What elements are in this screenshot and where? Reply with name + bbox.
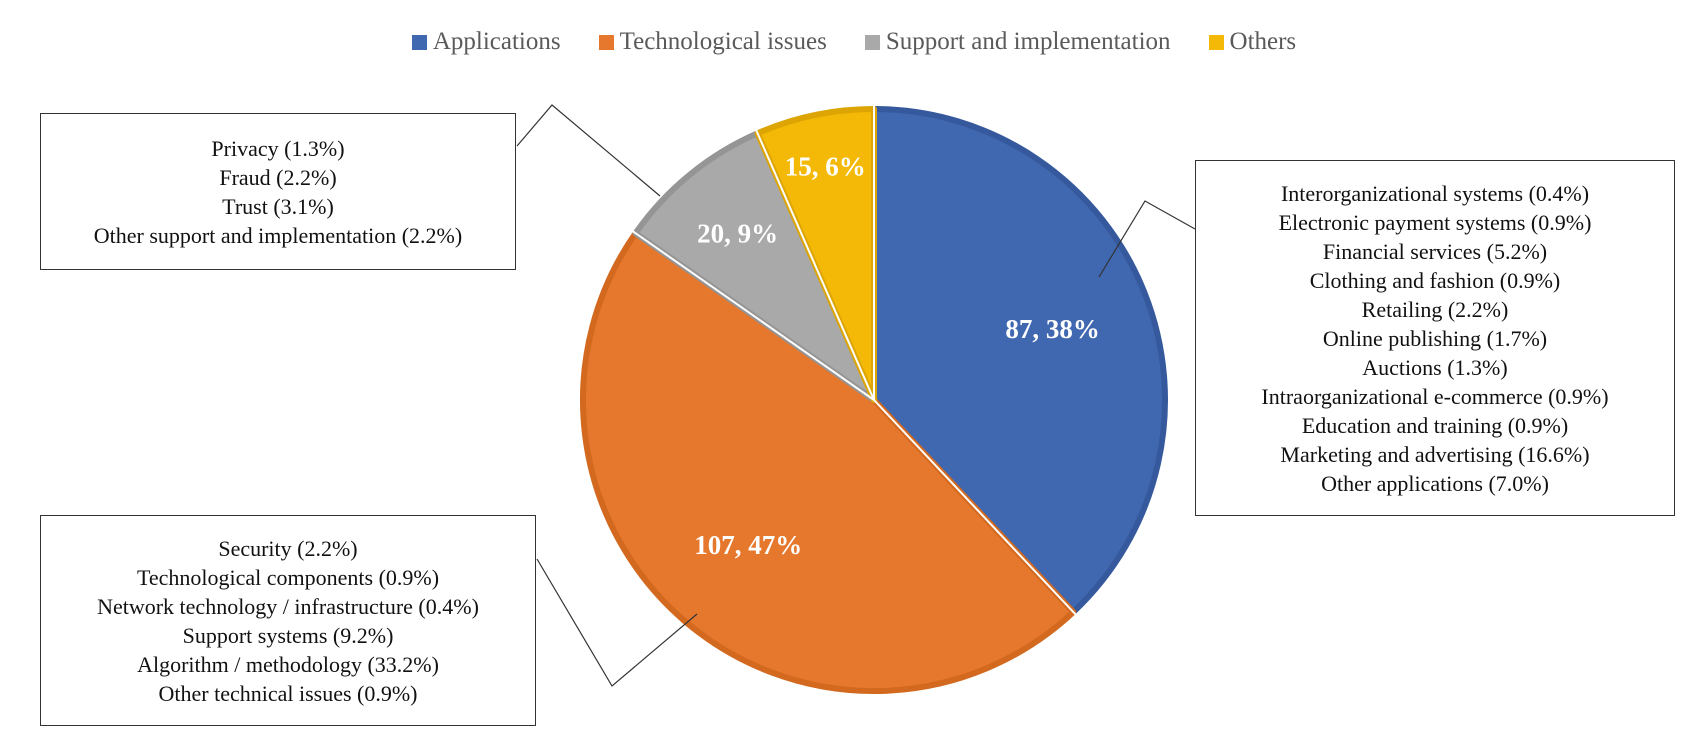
slice-separator <box>873 399 1077 616</box>
callout-support: Privacy (1.3%) Fraud (2.2%) Trust (3.1%)… <box>40 113 516 270</box>
legend-swatch-technological <box>598 34 614 50</box>
pie-slices <box>580 105 1168 694</box>
callout-line: Other applications (7.0%) <box>1321 470 1549 496</box>
slice-label-technological-issues: 107, 47% <box>694 530 802 560</box>
legend: Applications Technological issues Suppor… <box>0 28 1708 56</box>
callout-line: Education and training (0.9%) <box>1301 412 1569 438</box>
pie-slice-applications <box>871 106 1168 616</box>
slice-label-applications: 87, 38% <box>1005 314 1100 344</box>
legend-swatch-others <box>1208 34 1224 50</box>
callout-line: Electronic payment systems (0.9%) <box>1278 209 1592 235</box>
legend-label-others: Others <box>1229 28 1297 55</box>
callout-line: Support systems (9.2%) <box>182 622 394 648</box>
callout-applications: Interorganizational systems (0.4%) Elect… <box>1195 160 1675 516</box>
callout-line: Financial services (5.2%) <box>1322 238 1548 264</box>
callout-line: Clothing and fashion (0.9%) <box>1309 267 1561 293</box>
slice-label-support-and-implementation: 20, 9% <box>697 218 778 248</box>
legend-item-technological: Technological issues <box>598 28 827 56</box>
callout-line: Security (2.2%) <box>218 535 358 561</box>
callout-line: Intraorganizational e-commerce (0.9%) <box>1261 383 1609 409</box>
callout-line: Network technology / infrastructure (0.4… <box>97 593 479 619</box>
callout-line: Technological components (0.9%) <box>136 564 440 590</box>
legend-item-others: Others <box>1208 28 1297 56</box>
pie-slice-support-and-implementation <box>632 130 877 403</box>
leader-lines <box>516 104 1196 687</box>
slice-separator <box>755 129 875 401</box>
callout-line: Interorganizational systems (0.4%) <box>1280 180 1590 206</box>
legend-swatch-support <box>864 34 880 50</box>
pie-slice-others <box>754 106 877 403</box>
callout-technological: Security (2.2%) Technological components… <box>40 515 536 726</box>
leader-line-technological <box>536 558 698 687</box>
callout-line: Auctions (1.3%) <box>1362 354 1508 380</box>
slice-label-others: 15, 6% <box>785 151 866 181</box>
legend-label-technological: Technological issues <box>619 28 827 55</box>
leader-line-applications <box>1098 200 1196 278</box>
leader-line-support <box>516 104 661 197</box>
legend-item-applications: Applications <box>411 28 561 56</box>
callout-line: Retailing (2.2%) <box>1361 296 1509 322</box>
callout-line: Other support and implementation (2.2%) <box>93 222 463 248</box>
pie-slice-technological-issues <box>580 230 1077 694</box>
legend-swatch-applications <box>411 34 427 50</box>
callout-line: Marketing and advertising (16.6%) <box>1280 441 1590 467</box>
callout-line: Online publishing (1.7%) <box>1322 325 1548 351</box>
slice-separator <box>631 230 875 401</box>
legend-label-applications: Applications <box>432 28 561 55</box>
callout-line: Other technical issues (0.9%) <box>158 680 418 706</box>
legend-item-support: Support and implementation <box>864 28 1171 56</box>
legend-label-support: Support and implementation <box>885 28 1171 55</box>
callout-line: Fraud (2.2%) <box>219 164 337 190</box>
slice-labels: 87, 38% 107, 47% 20, 9% 15, 6% <box>694 151 1100 560</box>
callout-line: Algorithm / methodology (33.2%) <box>137 651 439 677</box>
callout-line: Privacy (1.3%) <box>211 135 345 161</box>
callout-line: Trust (3.1%) <box>222 193 334 219</box>
